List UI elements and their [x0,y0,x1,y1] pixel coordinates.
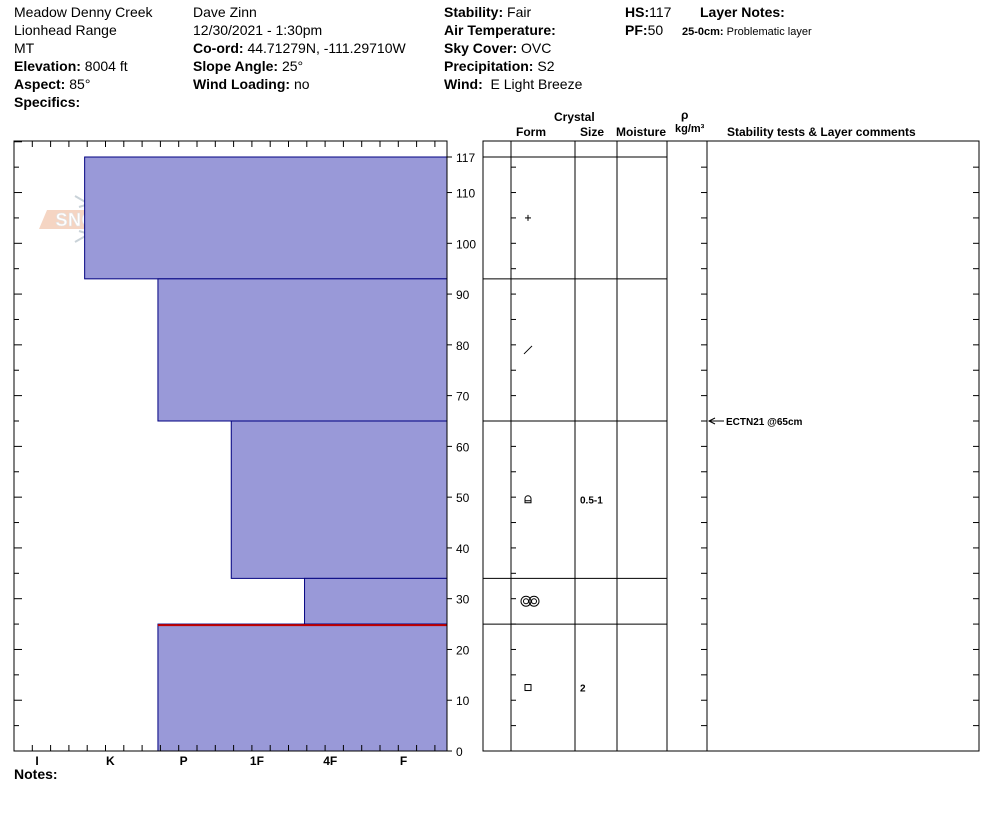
depth-tick-label: 10 [456,694,470,708]
depth-tick-label: 110 [456,187,475,201]
layer-note: 25-0cm: Problematic layer [682,23,812,41]
hs-value: 117 [649,4,672,20]
crystal-header: Crystal [554,110,595,124]
slope-angle: Slope Angle: 25° [193,57,303,75]
hardness-label: P [180,754,188,768]
hardness-label: 1F [250,754,264,768]
wind-loading-label: Wind Loading: [193,76,291,92]
precip-label: Precipitation: [444,58,534,74]
hardness-bar [304,577,448,625]
notes-label: Notes: [14,766,58,782]
layer-note-range: 25-0cm: [682,26,724,38]
crystal-form-symbol [528,595,540,607]
crystal-size-label: 0.5-1 [580,496,603,507]
hardness-label: K [106,754,115,768]
stability-test-label: ECTN21 @65cm [726,417,803,428]
crystal-form-symbol [523,345,533,355]
moisture-header: Moisture [616,125,667,139]
density-symbol: ρ [681,108,689,122]
comments-header: Stability tests & Layer comments [727,125,916,139]
pf: PF:50 [625,21,663,39]
form-header: Form [516,125,546,139]
sky-label: Sky Cover: [444,40,518,56]
layer-table-frame [482,140,980,752]
elevation-value: 8004 ft [84,58,128,74]
specifics-label: Specifics: [14,94,81,110]
depth-tick-label: 50 [456,491,470,505]
hardness-label: 4F [323,754,337,768]
crystal-size-label: 2 [580,684,586,695]
depth-tick-label: 30 [456,593,470,607]
hardness-label: F [400,754,407,768]
pf-value: 50 [647,22,664,38]
depth-tick-label: 40 [456,542,470,556]
aspect-label: Aspect: [14,76,66,92]
crystal-form-symbol [523,598,529,605]
coord-label: Co-ord: [193,40,244,56]
stability-value: Fair [507,4,532,20]
crystal-form-symbol [531,598,537,605]
elevation: Elevation: 8004 ft [14,57,128,75]
depth-tick-label: 90 [456,288,470,302]
observer: Dave Zinn [193,4,257,20]
test-arrowhead [707,417,716,425]
aspect-value: 85° [69,76,91,92]
depth-tick-label: 80 [456,339,470,353]
pf-label: PF: [625,22,648,38]
crystal-form-symbol [524,495,532,504]
aspect: Aspect: 85° [14,75,90,93]
precipitation: Precipitation: S2 [444,57,554,75]
wind-value: E Light Breeze [490,76,583,92]
depth-tick-label: 117 [456,151,475,165]
slope-label: Slope Angle: [193,58,279,74]
density-unit-header: kg/m³ [675,123,705,135]
stability-label: Stability: [444,4,504,20]
sky-cover: Sky Cover: OVC [444,39,551,57]
depth-tick-label: 60 [456,440,470,454]
elevation-label: Elevation: [14,58,81,74]
layer-note-text: Problematic layer [726,26,812,38]
coordinates: Co-ord: 44.71279N, -111.29710W [193,39,406,57]
depth-tick-label: 100 [456,237,476,251]
depth-tick-label: 0 [456,745,463,759]
slope-value: 25° [281,58,304,74]
depth-tick-label: 70 [456,390,470,404]
layer-notes-label: Layer Notes: [700,4,785,20]
crystal-form-symbol [524,684,532,692]
hs-label: HS: [625,4,650,20]
state: MT [14,40,35,56]
hardness-bar [84,156,448,280]
range: Lionhead Range [14,22,117,38]
hardness-bar [157,278,448,422]
stability: Stability: Fair [444,3,531,21]
wind-loading: Wind Loading: no [193,75,310,93]
location: Meadow Denny Creek [14,4,153,20]
hardness-bar [230,420,448,579]
precip-value: S2 [537,58,555,74]
hardness-bar [157,623,448,752]
hs: HS:117 [625,3,671,21]
datetime: 12/30/2021 - 1:30pm [193,22,323,38]
wind-loading-value: no [293,76,310,92]
hardness-label: I [35,754,38,768]
wind-label: Wind: [444,76,483,92]
depth-tick-label: 20 [456,643,470,657]
air-temperature: Air Temperature: [444,21,556,39]
sky-value: OVC [521,40,552,56]
coord-value: 44.71279N, -111.29710W [247,40,406,56]
air-temp-label: Air Temperature: [444,22,556,38]
size-header: Size [580,125,605,139]
wind: Wind: E Light Breeze [444,75,582,93]
